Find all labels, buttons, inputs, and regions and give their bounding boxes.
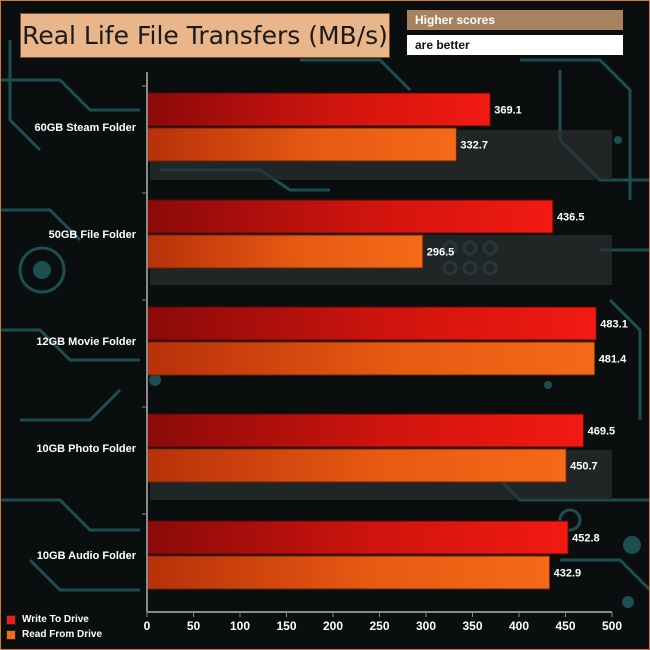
x-tick-label-500: 500 xyxy=(602,619,622,633)
category-label-10gb-photo-folder: 10GB Photo Folder xyxy=(36,443,136,455)
category-label-12gb-movie-folder: 12GB Movie Folder xyxy=(36,336,136,348)
data-label-12gb-movie-folder-read: 481.4 xyxy=(599,354,627,366)
legend-item-read: Read From Drive xyxy=(6,627,102,642)
data-label-10gb-audio-folder-write: 452.8 xyxy=(572,533,600,545)
x-tick-label-400: 400 xyxy=(509,619,529,633)
data-label-10gb-photo-folder-read: 450.7 xyxy=(570,461,598,473)
x-tick-label-350: 350 xyxy=(462,619,482,633)
bar-10gb-audio-folder-write xyxy=(146,520,569,555)
legend-label-write: Write To Drive xyxy=(22,614,89,625)
bar-10gb-photo-folder-read xyxy=(146,448,567,483)
x-tick-label-150: 150 xyxy=(276,619,296,633)
bar-60gb-steam-folder-read xyxy=(146,127,457,162)
data-label-10gb-audio-folder-read: 432.9 xyxy=(554,568,582,580)
data-label-12gb-movie-folder-write: 483.1 xyxy=(600,319,628,331)
bar-50gb-file-folder-read xyxy=(146,234,424,269)
chart-title: Real Life File Transfers (MB/s) xyxy=(20,13,390,58)
bar-10gb-photo-folder-write xyxy=(146,413,585,448)
data-label-60gb-steam-folder-write: 369.1 xyxy=(494,105,522,117)
note-are-better: are better xyxy=(407,35,623,55)
bar-12gb-movie-folder-write xyxy=(146,306,597,341)
x-tick-label-200: 200 xyxy=(323,619,343,633)
legend-swatch-read xyxy=(6,629,16,640)
data-label-50gb-file-folder-write: 436.5 xyxy=(557,212,585,224)
x-tick-label-450: 450 xyxy=(555,619,575,633)
data-label-50gb-file-folder-read: 296.5 xyxy=(427,247,455,259)
category-label-50gb-file-folder: 50GB File Folder xyxy=(49,229,137,241)
legend-label-read: Read From Drive xyxy=(22,629,103,640)
legend-item-write: Write To Drive xyxy=(6,612,102,627)
x-tick-label-300: 300 xyxy=(416,619,436,633)
x-tick-label-50: 50 xyxy=(187,619,201,633)
category-label-60gb-steam-folder: 60GB Steam Folder xyxy=(35,122,137,134)
note-higher-scores: Higher scores xyxy=(407,10,623,30)
x-tick-label-250: 250 xyxy=(369,619,389,633)
x-tick-label-0: 0 xyxy=(144,619,151,633)
bar-60gb-steam-folder-write xyxy=(146,92,491,127)
bar-10gb-audio-folder-read xyxy=(146,555,551,590)
bar-12gb-movie-folder-read xyxy=(146,341,596,376)
data-label-10gb-photo-folder-write: 469.5 xyxy=(588,426,616,438)
chart-legend: Write To Drive Read From Drive xyxy=(6,612,102,642)
legend-swatch-write xyxy=(6,614,16,625)
data-label-60gb-steam-folder-read: 332.7 xyxy=(460,140,488,152)
x-tick-label-100: 100 xyxy=(230,619,250,633)
category-label-10gb-audio-folder: 10GB Audio Folder xyxy=(37,550,137,562)
bar-50gb-file-folder-write xyxy=(146,199,554,234)
